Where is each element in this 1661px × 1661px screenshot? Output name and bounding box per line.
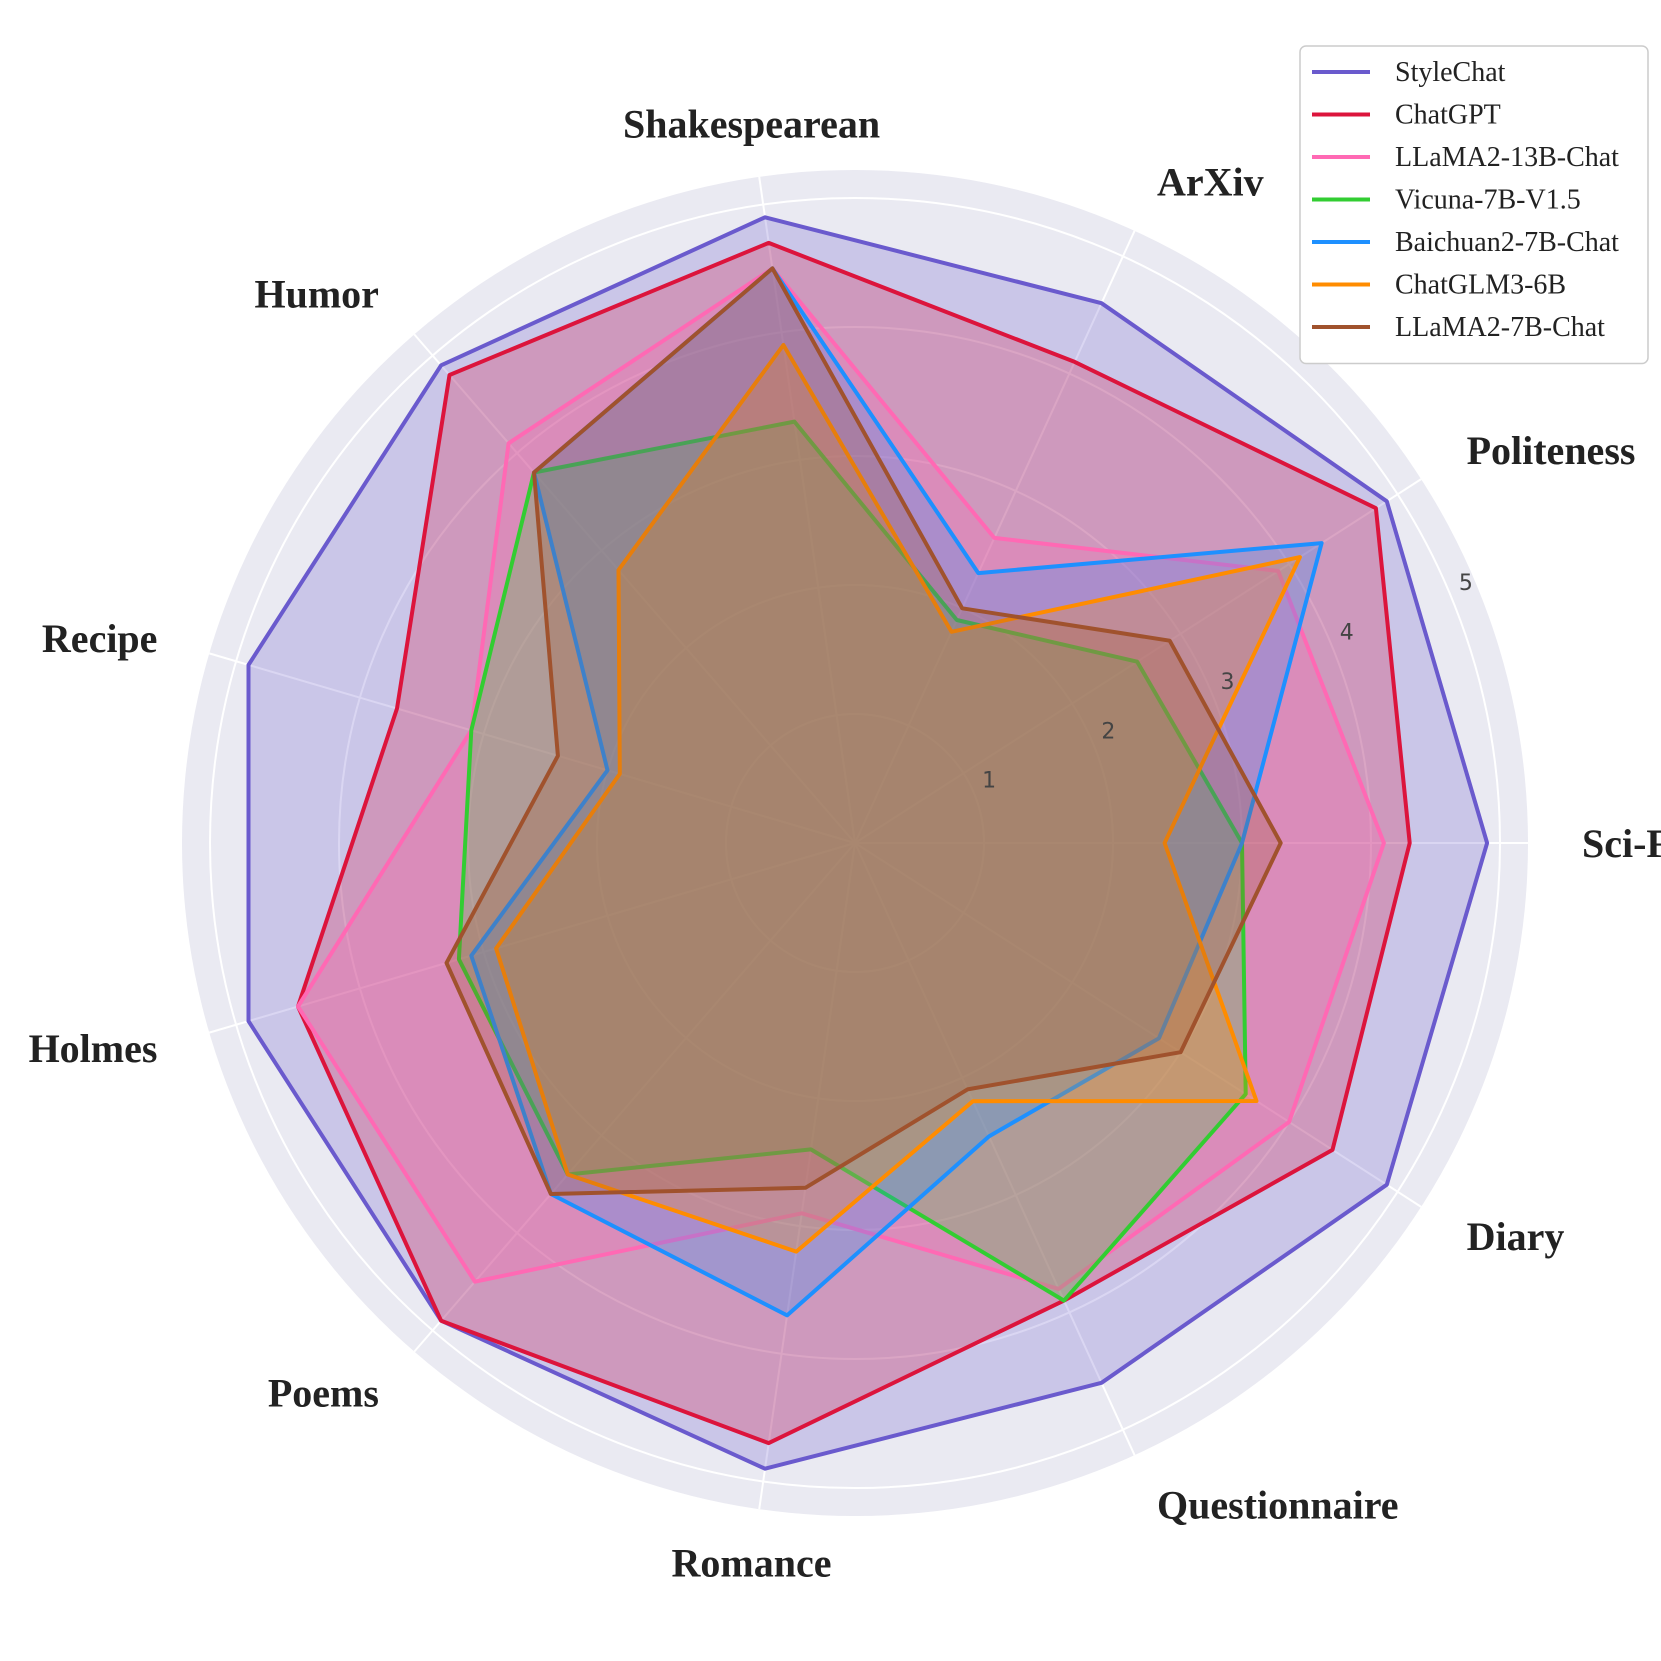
category-label: Shakespearean — [623, 101, 880, 146]
grid-spoke — [413, 842, 856, 1353]
radial-tick-label: 4 — [1340, 621, 1354, 646]
category-label: ArXiv — [1157, 160, 1264, 205]
grid-spoke — [413, 333, 856, 844]
category-label: Diary — [1467, 1214, 1565, 1259]
grid-spoke — [854, 842, 1136, 1456]
legend-entry: ChatGLM3-6B — [1395, 270, 1566, 301]
legend-entry: ChatGPT — [1395, 100, 1501, 131]
category-label: Sci-Fi — [1582, 821, 1661, 866]
legend-box — [1299, 45, 1649, 365]
radial-tick-label: 2 — [1101, 719, 1115, 744]
grid-spoke — [854, 842, 1422, 1208]
radial-tick-label: 3 — [1221, 670, 1235, 695]
series-polygon-chatglm3-6b — [494, 343, 1302, 1254]
category-label: Romance — [672, 1541, 832, 1586]
legend-entry: StyleChat — [1395, 57, 1506, 88]
category-labels: Sci-Fi Politeness ArXiv Shakespearean Humor R… — [29, 101, 1661, 1585]
legend-entry: Vicuna-7B-V1.5 — [1395, 185, 1581, 216]
series-polygon-llama2-7b-chat — [444, 266, 1283, 1196]
grid-spoke — [208, 842, 856, 1034]
legend-entry: Baichuan2-7B-Chat — [1395, 227, 1619, 258]
grid-spoke — [758, 842, 856, 1510]
legend: StyleChat ChatGPT LLaMA2-13B-Chat Vicuna-7B… — [1299, 45, 1649, 365]
category-label: Poems — [268, 1370, 379, 1415]
category-label: Holmes — [29, 1026, 158, 1071]
radial-tick-label: 1 — [982, 769, 996, 794]
category-label: Recipe — [42, 616, 158, 661]
radial-tick-labels: 1 2 3 4 5 — [982, 571, 1473, 793]
grid-spoke — [758, 176, 856, 844]
category-label: Politeness — [1467, 428, 1636, 473]
series-polygon-vicuna-7b-v1-5 — [456, 419, 1248, 1303]
legend-entry: LLaMA2-13B-Chat — [1395, 142, 1619, 173]
legend-entry: LLaMA2-7B-Chat — [1395, 312, 1605, 343]
series-layer — [246, 215, 1490, 1471]
category-label: Questionnaire — [1157, 1482, 1399, 1527]
radial-tick-label: 5 — [1459, 571, 1473, 596]
series-polygon-baichuan2-7b-chat — [469, 266, 1324, 1318]
series-polygon-chatgpt — [296, 240, 1412, 1446]
category-label: Humor — [254, 272, 378, 317]
grid-spoke — [208, 652, 856, 844]
